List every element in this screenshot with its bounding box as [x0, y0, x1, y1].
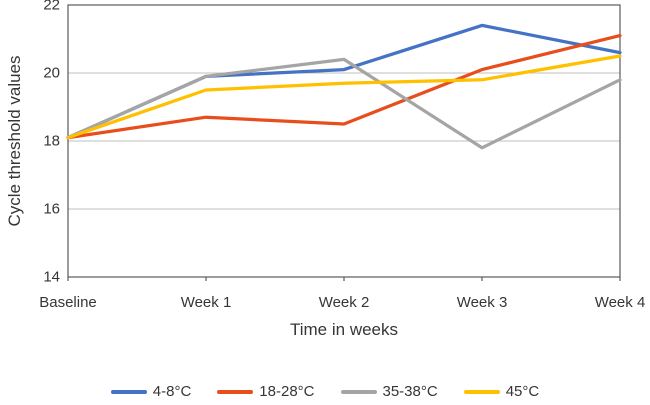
y-tick-label: 14 [43, 268, 60, 286]
legend-item: 18-28°C [217, 383, 315, 400]
series-line-3 [66, 54, 622, 140]
legend-swatch-line-icon [110, 389, 147, 394]
x-tick-label-week2: Week 2 [318, 294, 370, 311]
x-tick-label-baseline: Baseline [39, 294, 97, 311]
legend-label: 18-28°C [259, 383, 315, 400]
x-tick-label-week3: Week 3 [456, 294, 508, 311]
y-axis-title: Cycle threshold values [5, 55, 24, 227]
x-tick-label-week1: Week 1 [180, 294, 232, 311]
x-tick-label-week4: Week 4 [594, 294, 646, 311]
legend-label: 45°C [505, 383, 540, 400]
y-tick-label: 18 [43, 132, 60, 150]
series-line-2 [66, 57, 622, 150]
y-tick-label: 16 [43, 200, 60, 218]
legend-swatch-line-icon [217, 389, 254, 394]
x-axis-title: Time in weeks [289, 320, 399, 339]
legend-swatch-line-icon [340, 389, 377, 394]
y-tick-label: 22 [43, 0, 60, 14]
legend-item: 35-38°C [340, 383, 438, 400]
legend-label: 4-8°C [152, 383, 192, 400]
legend-label: 35-38°C [382, 383, 438, 400]
y-tick-label: 20 [43, 64, 60, 82]
legend: 4-8°C 18-28°C 35-38°C 45°C [0, 383, 650, 400]
series-line-1 [66, 33, 622, 140]
legend-swatch-line-icon [463, 389, 500, 394]
legend-item: 4-8°C [110, 383, 192, 400]
legend-item: 45°C [463, 383, 540, 400]
